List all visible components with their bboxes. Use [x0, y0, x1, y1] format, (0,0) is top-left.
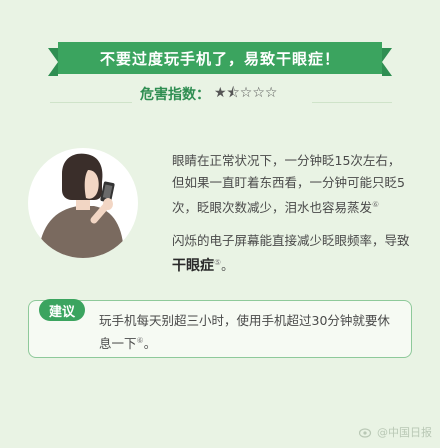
face [84, 170, 99, 199]
paragraph1-ref: ⑥ [372, 200, 380, 209]
ribbon-tail-left [48, 48, 58, 76]
watermark: @中国日报 [359, 424, 432, 440]
body-coat [38, 206, 124, 258]
danger-label: 危害指数： [140, 87, 210, 103]
highlight-dry-eye: 干眼症 [172, 258, 214, 275]
advice-text: 玩手机每天别超三小时，使用手机超过30分钟就要休息一下⑥。 [99, 311, 399, 354]
danger-stars: ★⯪☆☆☆ [214, 85, 278, 101]
arm [90, 202, 110, 224]
paragraph2-text: 闪烁的电子屏幕能直接减少眨眼频率，导致 [172, 233, 410, 248]
paragraph-screen-flicker: 闪烁的电子屏幕能直接减少眨眼频率，导致干眼症⑤。 [172, 230, 412, 277]
ribbon-tail-right [382, 48, 392, 76]
advice-ref: ⑥ [136, 336, 144, 345]
advice-box: 建议 玩手机每天别超三小时，使用手机超过30分钟就要休息一下⑥。 [28, 299, 412, 358]
advice-end: 。 [143, 336, 157, 352]
advice-text-body: 玩手机每天别超三小时，使用手机超过30分钟就要休息一下 [99, 313, 390, 352]
paragraph2-end: 。 [221, 258, 234, 274]
title-banner: 不要过度玩手机了，易致干眼症！ [48, 42, 392, 76]
banner-title: 不要过度玩手机了，易致干眼症！ [58, 42, 382, 74]
paragraph1-text: 眼睛在正常状况下，一分钟眨15次左右，但如果一直盯着东西看，一分钟可能只眨5次，… [172, 153, 405, 216]
phone-screen [102, 184, 113, 199]
person-phone-illustration [28, 148, 138, 258]
paragraph2-ref: ⑤ [214, 258, 222, 267]
divider-right [312, 102, 392, 103]
advice-badge: 建议 [39, 299, 85, 321]
divider-left [50, 102, 132, 103]
danger-rating: 危害指数： ★⯪☆☆☆ [140, 83, 277, 105]
paragraph-blink-rate: 眼睛在正常状况下，一分钟眨15次左右，但如果一直盯着东西看，一分钟可能只眨5次，… [172, 150, 412, 219]
watermark-text: @中国日报 [377, 426, 432, 439]
weibo-icon [359, 428, 372, 438]
hand [103, 198, 113, 210]
